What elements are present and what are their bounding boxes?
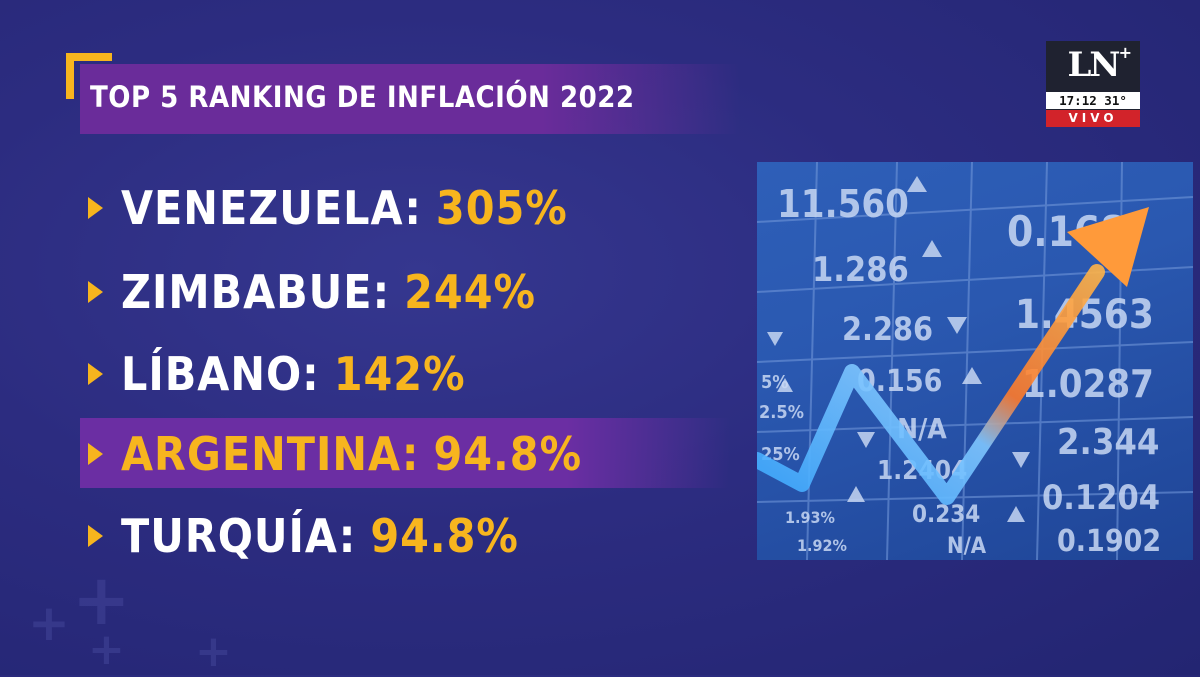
stock-market-image: 11.560 1.286 2.286 0.156 N/A 1.2404 0.23… [757, 162, 1193, 560]
highlight-band [80, 418, 730, 488]
inflation-value: 305% [435, 181, 568, 235]
inflation-value: 94.8% [370, 509, 519, 563]
ticker-value: 1.0287 [1022, 362, 1154, 406]
ticker-value: 11.560 [777, 182, 909, 226]
decorative-plus: + [28, 594, 70, 652]
ticker-value: 1.93% [785, 508, 835, 527]
ticker-value: 5% [761, 372, 789, 393]
bullet-arrow-icon [88, 525, 103, 547]
logo-plus: + [1118, 43, 1132, 62]
decorative-plus: + [88, 624, 125, 675]
title-band [80, 64, 740, 134]
country-name: ZIMBABUE: [121, 265, 391, 319]
ticker-value: 2.5% [759, 402, 804, 423]
list-item: VENEZUELA: 305% [88, 178, 568, 238]
ticker-value: 0.1204 [1042, 478, 1161, 518]
ticker-value: 1.286 [812, 250, 909, 290]
bullet-arrow-icon [88, 281, 103, 303]
country-name: ARGENTINA: [121, 427, 420, 481]
ticker-value: N/A [947, 534, 987, 559]
list-item: LÍBANO: 142% [88, 344, 466, 404]
rising-trend-arrow-icon [757, 207, 1149, 505]
inflation-value: 142% [333, 347, 466, 401]
list-item: ZIMBABUE: 244% [88, 262, 536, 322]
clock-temperature: 17:12 31° [1046, 92, 1140, 109]
ticker-value: 2.344 [1057, 422, 1160, 463]
logo-text: LN [1067, 45, 1121, 85]
ticker-value: 1.92% [797, 536, 847, 555]
country-name: LÍBANO: [121, 347, 320, 401]
country-name: TURQUÍA: [121, 509, 357, 563]
ticker-value: 2.286 [842, 310, 934, 348]
decorative-plus: + [195, 626, 232, 677]
list-item: TURQUÍA: 94.8% [88, 506, 519, 566]
list-item-highlighted: ARGENTINA: 94.8% [88, 424, 582, 484]
page-title: TOP 5 RANKING DE INFLACIÓN 2022 [90, 80, 635, 114]
channel-logo: LN + 17:12 31° VIVO [1046, 41, 1140, 127]
ticker-value: 0.1902 [1057, 524, 1162, 559]
bullet-arrow-icon [88, 197, 103, 219]
inflation-value: 94.8% [433, 427, 583, 481]
clock-time: 17:12 [1059, 93, 1097, 108]
bullet-arrow-icon [88, 363, 103, 385]
bullet-arrow-icon [88, 443, 103, 465]
live-badge: VIVO [1046, 110, 1140, 127]
title-corner-accent [66, 53, 112, 99]
inflation-value: 244% [404, 265, 536, 319]
country-name: VENEZUELA: [121, 181, 422, 235]
temperature: 31° [1104, 93, 1127, 108]
decorative-plus: + [72, 559, 131, 641]
